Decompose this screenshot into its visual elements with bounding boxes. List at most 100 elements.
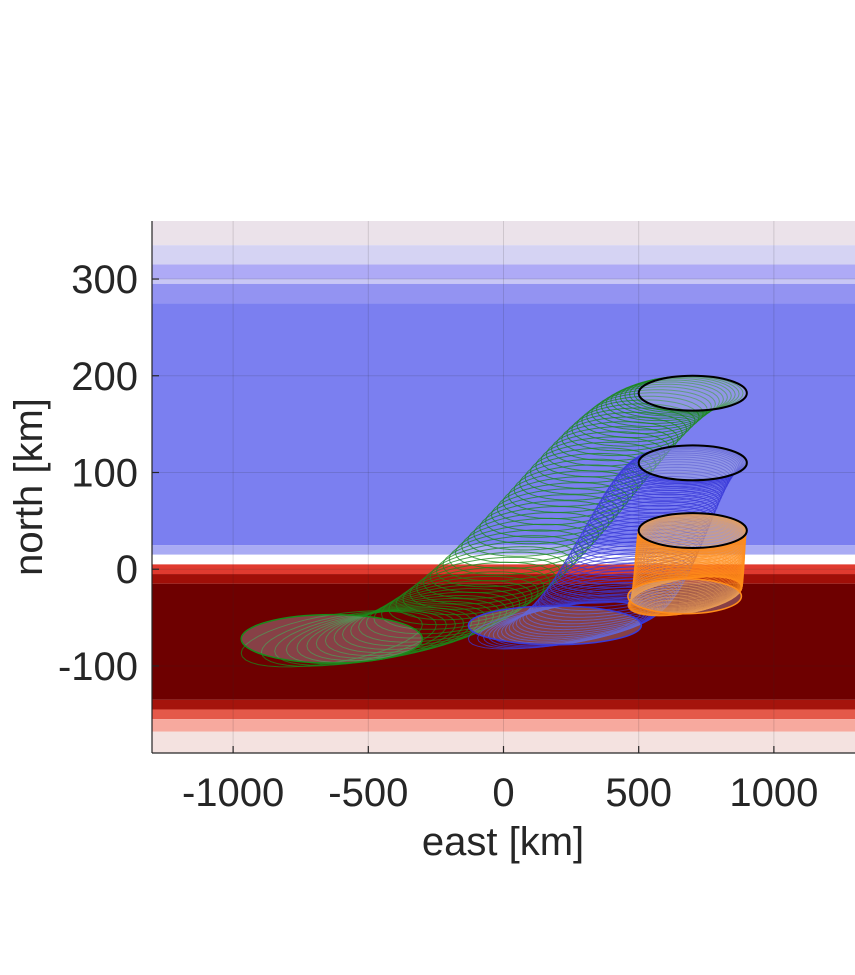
series-footprint	[467, 605, 643, 646]
series-loop	[341, 597, 501, 650]
series-loop	[274, 610, 447, 666]
series-loop	[610, 381, 724, 419]
series-loop	[416, 556, 562, 605]
series-loop	[535, 441, 662, 484]
field-band	[152, 554, 855, 565]
field-band	[152, 245, 855, 265]
top-ring	[637, 512, 748, 549]
series-loop	[624, 450, 739, 488]
series-loop	[635, 523, 747, 561]
series-loop	[614, 379, 728, 417]
series-loop	[589, 497, 716, 536]
series-loop	[502, 476, 634, 520]
y-tick-label: -100	[58, 645, 138, 689]
series-loop	[591, 392, 708, 431]
series-loop	[635, 527, 746, 565]
series-loop	[422, 551, 568, 599]
field-band	[152, 574, 855, 584]
series-footprint	[627, 578, 743, 615]
field-band	[152, 719, 855, 732]
series-loop	[576, 403, 696, 443]
series-loop	[504, 596, 662, 642]
series-loop	[581, 399, 700, 438]
y-tick-label: 200	[71, 355, 138, 399]
series-loop	[628, 447, 741, 485]
series-loop	[496, 482, 629, 526]
series-loop	[609, 466, 729, 504]
series-loop	[582, 508, 711, 548]
series-loop	[632, 555, 745, 594]
field-band	[152, 279, 855, 284]
series-loop	[634, 533, 746, 571]
series-loop	[634, 541, 746, 579]
series-loop	[635, 530, 746, 568]
series-loop	[603, 475, 725, 514]
series-loop	[365, 588, 521, 639]
series-loop	[605, 383, 720, 422]
series-loop	[634, 538, 746, 576]
field-band	[152, 699, 855, 710]
series-loop	[617, 456, 734, 494]
field-band	[152, 709, 855, 720]
series-loop	[442, 535, 584, 582]
field-band	[152, 264, 855, 280]
field-band	[152, 545, 855, 555]
series-loop	[615, 458, 733, 496]
series-loop	[605, 472, 726, 510]
series-loop	[473, 505, 610, 551]
series-loop	[586, 395, 704, 435]
series-loop	[490, 488, 625, 532]
top-ring	[637, 374, 748, 412]
series-loop	[630, 569, 744, 608]
series-group	[240, 375, 748, 668]
series-loop	[388, 575, 539, 626]
series-loop	[595, 389, 712, 427]
series-loop	[333, 600, 494, 654]
y-tick-label: 100	[71, 451, 138, 495]
series-loop	[634, 543, 746, 581]
x-tick-label: -1000	[182, 771, 284, 815]
series-loop	[395, 571, 545, 621]
series-loop	[611, 463, 730, 501]
series-loop	[607, 469, 727, 507]
series-loop	[435, 540, 579, 588]
series-loop	[634, 536, 746, 574]
series-loop	[600, 386, 716, 424]
series-loop	[631, 563, 744, 602]
series-loop	[479, 500, 615, 545]
series-loop	[508, 595, 664, 640]
y-tick-label: 300	[71, 258, 138, 302]
series-loop	[632, 557, 745, 596]
field-band	[152, 731, 855, 753]
plot-area	[152, 221, 855, 753]
series-loop	[285, 609, 456, 665]
x-tick-label: 0	[492, 771, 514, 815]
series-loop	[626, 449, 740, 486]
series-loop	[622, 452, 737, 489]
x-tick-label: 1000	[729, 771, 818, 815]
field-band	[152, 283, 855, 304]
y-axis-label: north [km]	[7, 398, 51, 576]
series-loop	[619, 377, 732, 415]
field-band	[152, 221, 855, 246]
x-axis-label: east [km]	[422, 820, 584, 864]
series-footprint	[240, 613, 424, 664]
series-loop	[461, 517, 600, 564]
series-loop	[634, 535, 746, 572]
series-loop	[350, 594, 508, 647]
series-loop	[429, 546, 573, 594]
series-loop	[634, 540, 746, 577]
series-loop	[467, 511, 605, 557]
top-rings	[637, 374, 748, 549]
series-loop	[566, 411, 688, 452]
y-tick-label: 0	[116, 548, 138, 592]
series-loop	[613, 461, 732, 499]
series-loop	[402, 566, 551, 616]
series-loop	[529, 447, 657, 489]
top-ring	[637, 444, 748, 482]
field-band	[152, 564, 855, 575]
x-tick-label: 500	[605, 771, 672, 815]
series-loop	[620, 454, 736, 491]
